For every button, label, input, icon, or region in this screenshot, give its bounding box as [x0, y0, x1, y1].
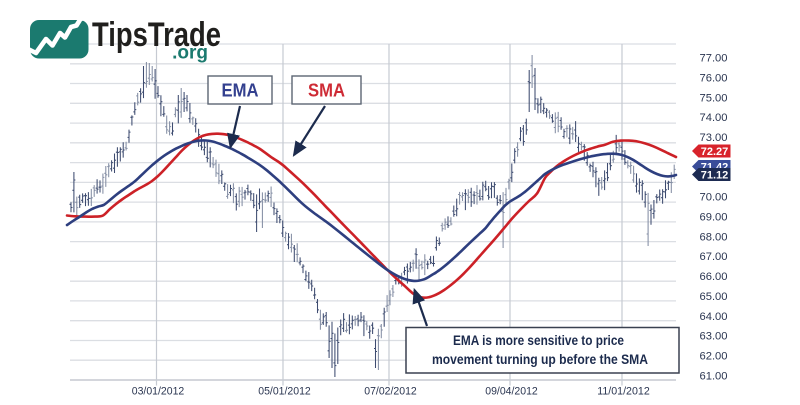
svg-text:EMA: EMA [222, 81, 259, 101]
svg-text:68.00: 68.00 [700, 231, 728, 243]
svg-text:03/01/2012: 03/01/2012 [132, 386, 185, 398]
svg-text:11/01/2012: 11/01/2012 [597, 386, 650, 398]
svg-text:.org: .org [172, 43, 208, 64]
svg-text:EMA is more sensitive to price: EMA is more sensitive to price [453, 333, 624, 348]
svg-text:09/04/2012: 09/04/2012 [485, 386, 538, 398]
svg-text:72.27: 72.27 [701, 146, 729, 158]
svg-text:74.00: 74.00 [700, 112, 728, 124]
svg-text:64.00: 64.00 [700, 311, 728, 323]
svg-text:05/01/2012: 05/01/2012 [258, 386, 311, 398]
svg-text:61.00: 61.00 [700, 370, 728, 382]
svg-text:77.00: 77.00 [700, 53, 728, 65]
svg-text:71.12: 71.12 [701, 170, 729, 182]
svg-text:67.00: 67.00 [700, 251, 728, 263]
svg-text:65.00: 65.00 [700, 291, 728, 303]
svg-text:76.00: 76.00 [700, 73, 728, 85]
svg-text:07/02/2012: 07/02/2012 [364, 386, 417, 398]
svg-text:63.00: 63.00 [700, 331, 728, 343]
svg-text:66.00: 66.00 [700, 271, 728, 283]
svg-text:62.00: 62.00 [700, 351, 728, 363]
svg-text:69.00: 69.00 [700, 212, 728, 224]
svg-text:73.00: 73.00 [700, 132, 728, 144]
svg-text:75.00: 75.00 [700, 92, 728, 104]
svg-text:70.00: 70.00 [700, 192, 728, 204]
svg-text:movement turning up before the: movement turning up before the SMA [432, 352, 648, 367]
svg-text:TipsTrade: TipsTrade [92, 16, 221, 54]
svg-text:SMA: SMA [308, 81, 345, 101]
